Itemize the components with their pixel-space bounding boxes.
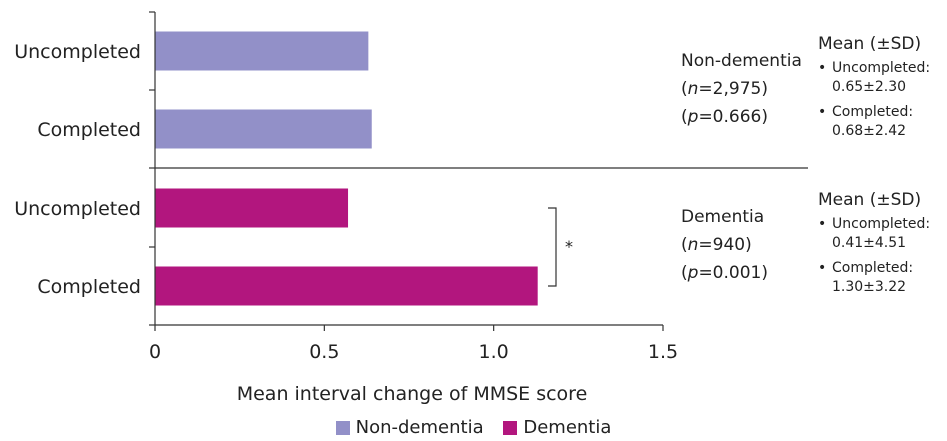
non-dementia-n: (n=2,975) bbox=[681, 79, 768, 99]
dementia-uncompleted-label: • Uncompleted: bbox=[818, 216, 931, 232]
x-tick-label: 0.5 bbox=[309, 341, 339, 363]
category-label-uncompleted: Uncompleted bbox=[14, 41, 141, 63]
dementia-stats-title: Mean (±SD) bbox=[818, 190, 922, 210]
bar-dementia-completed bbox=[155, 266, 538, 306]
category-label-completed: Completed bbox=[37, 276, 141, 298]
bar-non-dementia-completed bbox=[155, 109, 372, 149]
dementia-stats: Mean (±SD) • Uncompleted: 0.41±4.51 • Comp… bbox=[818, 189, 930, 303]
bar-dementia-uncompleted bbox=[155, 188, 349, 228]
category-label-completed: Completed bbox=[37, 119, 141, 141]
legend-item-dementia: Dementia bbox=[503, 417, 611, 439]
non-dementia-completed-label: • Completed: bbox=[818, 104, 914, 120]
dementia-group-name: Dementia bbox=[681, 207, 765, 227]
x-tick-label: 0 bbox=[149, 341, 161, 363]
legend-label-dementia: Dementia bbox=[523, 417, 612, 438]
legend-item-non-dementia: Non-dementia bbox=[335, 417, 484, 439]
non-dementia-group-name: Non-dementia bbox=[681, 51, 802, 71]
significance-bracket-line bbox=[548, 207, 557, 287]
bars-layer bbox=[155, 31, 538, 306]
bar-chart: Uncompleted Completed Uncompleted Completed… bbox=[14, 11, 808, 405]
dementia-n: (n=940) bbox=[681, 235, 752, 255]
non-dementia-uncompleted-value: 0.65±2.30 bbox=[832, 79, 907, 95]
non-dementia-uncompleted-label: • Uncompleted: bbox=[818, 60, 931, 76]
non-dementia-completed-value: 0.68±2.42 bbox=[832, 123, 907, 139]
dementia-uncompleted-value: 0.41±4.51 bbox=[832, 235, 907, 251]
dementia-completed-label: • Completed: bbox=[818, 260, 914, 276]
non-dementia-p: (p=0.666) bbox=[681, 107, 768, 127]
legend-label-non-dementia: Non-dementia bbox=[355, 417, 484, 438]
significance-marker: * bbox=[565, 237, 573, 256]
dementia-group-info: Dementia (n=940) (p=0.001) bbox=[681, 203, 768, 287]
legend-swatch-dementia bbox=[503, 421, 518, 435]
bar-non-dementia-uncompleted bbox=[155, 31, 369, 71]
non-dementia-group-info: Non-dementia (n=2,975) (p=0.666) bbox=[681, 47, 802, 131]
legend-swatch-non-dementia bbox=[335, 421, 350, 435]
chart-legend: Non-dementia Dementia bbox=[0, 417, 947, 441]
non-dementia-stats: Mean (±SD) • Uncompleted: 0.65±2.30 • Comp… bbox=[818, 33, 930, 147]
x-tick-label: 1.0 bbox=[479, 341, 509, 363]
significance-bracket: * bbox=[548, 207, 573, 287]
dementia-completed-value: 1.30±3.22 bbox=[832, 279, 907, 295]
dementia-p: (p=0.001) bbox=[681, 263, 768, 283]
category-label-uncompleted: Uncompleted bbox=[14, 198, 141, 220]
x-tick-label: 1.5 bbox=[648, 341, 678, 363]
x-axis-title: Mean interval change of MMSE score bbox=[237, 383, 588, 405]
non-dementia-stats-title: Mean (±SD) bbox=[818, 34, 922, 54]
ticks-layer: Uncompleted Completed Uncompleted Completed… bbox=[14, 11, 678, 363]
